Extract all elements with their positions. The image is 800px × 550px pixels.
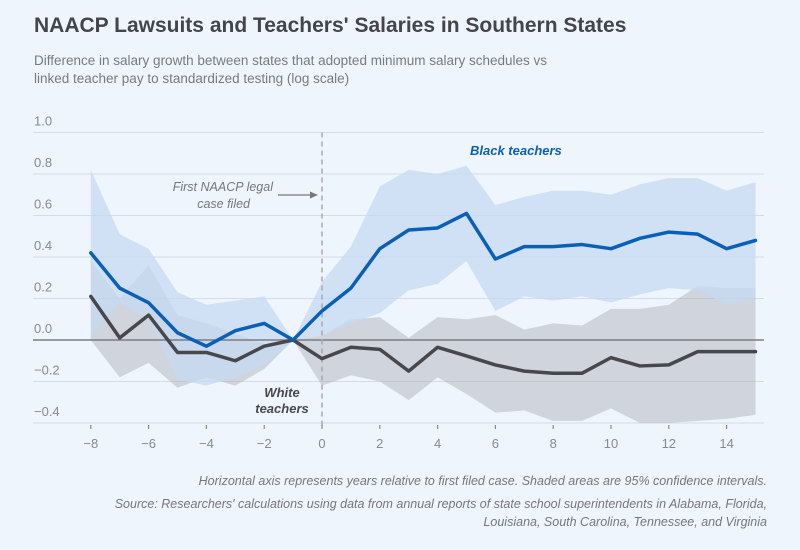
black-teachers-confidence-band: [90, 165, 756, 386]
x-tick-label: 0: [318, 436, 325, 451]
y-axis: 1.0 0.8 0.6 0.4 0.2 0.0 −0.2 −0.4: [34, 114, 60, 420]
chart-title: NAACP Lawsuits and Teachers' Salaries in…: [34, 14, 627, 37]
footer-source-line1: Source: Researchers' calculations using …: [114, 497, 767, 511]
y-tick-label: 0.6: [34, 197, 52, 212]
black-teachers-line: [89, 211, 758, 348]
event-label-line2: case filed: [197, 197, 251, 211]
y-tick-label: 0.2: [34, 280, 52, 295]
chart-subtitle: Difference in salary growth between stat…: [34, 53, 548, 86]
y-tick-label: 0.4: [34, 238, 52, 253]
white-teachers-label-line2: teachers: [255, 401, 308, 416]
white-teachers-line: [89, 294, 758, 375]
footer-source-line2: Louisiana, South Carolina, Tennessee, an…: [483, 515, 767, 529]
y-tick-label: −0.4: [34, 404, 60, 419]
arrow-icon: [278, 191, 318, 199]
y-tick-label: 0.0: [34, 321, 52, 336]
black-teachers-label: Black teachers: [470, 143, 562, 158]
y-tick-label: 1.0: [34, 114, 52, 129]
white-teachers-confidence-band: [90, 261, 756, 423]
x-tick-label: 14: [719, 436, 733, 451]
x-tick-label: 10: [604, 436, 618, 451]
x-tick-label: 8: [550, 436, 557, 451]
x-tick-label: −6: [141, 436, 156, 451]
confidence-bands: [90, 165, 756, 423]
footer-note: Horizontal axis represents years relativ…: [198, 474, 767, 488]
x-tick-label: 4: [434, 436, 441, 451]
x-axis: −8 −6 −4 −2 0 2 4 6 8 10 12 14: [83, 425, 734, 451]
x-tick-label: −8: [83, 436, 98, 451]
series-lines: [89, 211, 758, 375]
x-tick-label: 6: [492, 436, 499, 451]
y-tick-label: 0.8: [34, 155, 52, 170]
x-tick-label: −2: [257, 436, 272, 451]
white-teachers-label-line1: White: [264, 385, 299, 400]
x-tick-label: 2: [376, 436, 383, 451]
x-tick-label: 12: [662, 436, 676, 451]
y-tick-label: −0.2: [34, 363, 60, 378]
x-tick-label: −4: [199, 436, 214, 451]
event-label-line1: First NAACP legal: [173, 180, 274, 194]
